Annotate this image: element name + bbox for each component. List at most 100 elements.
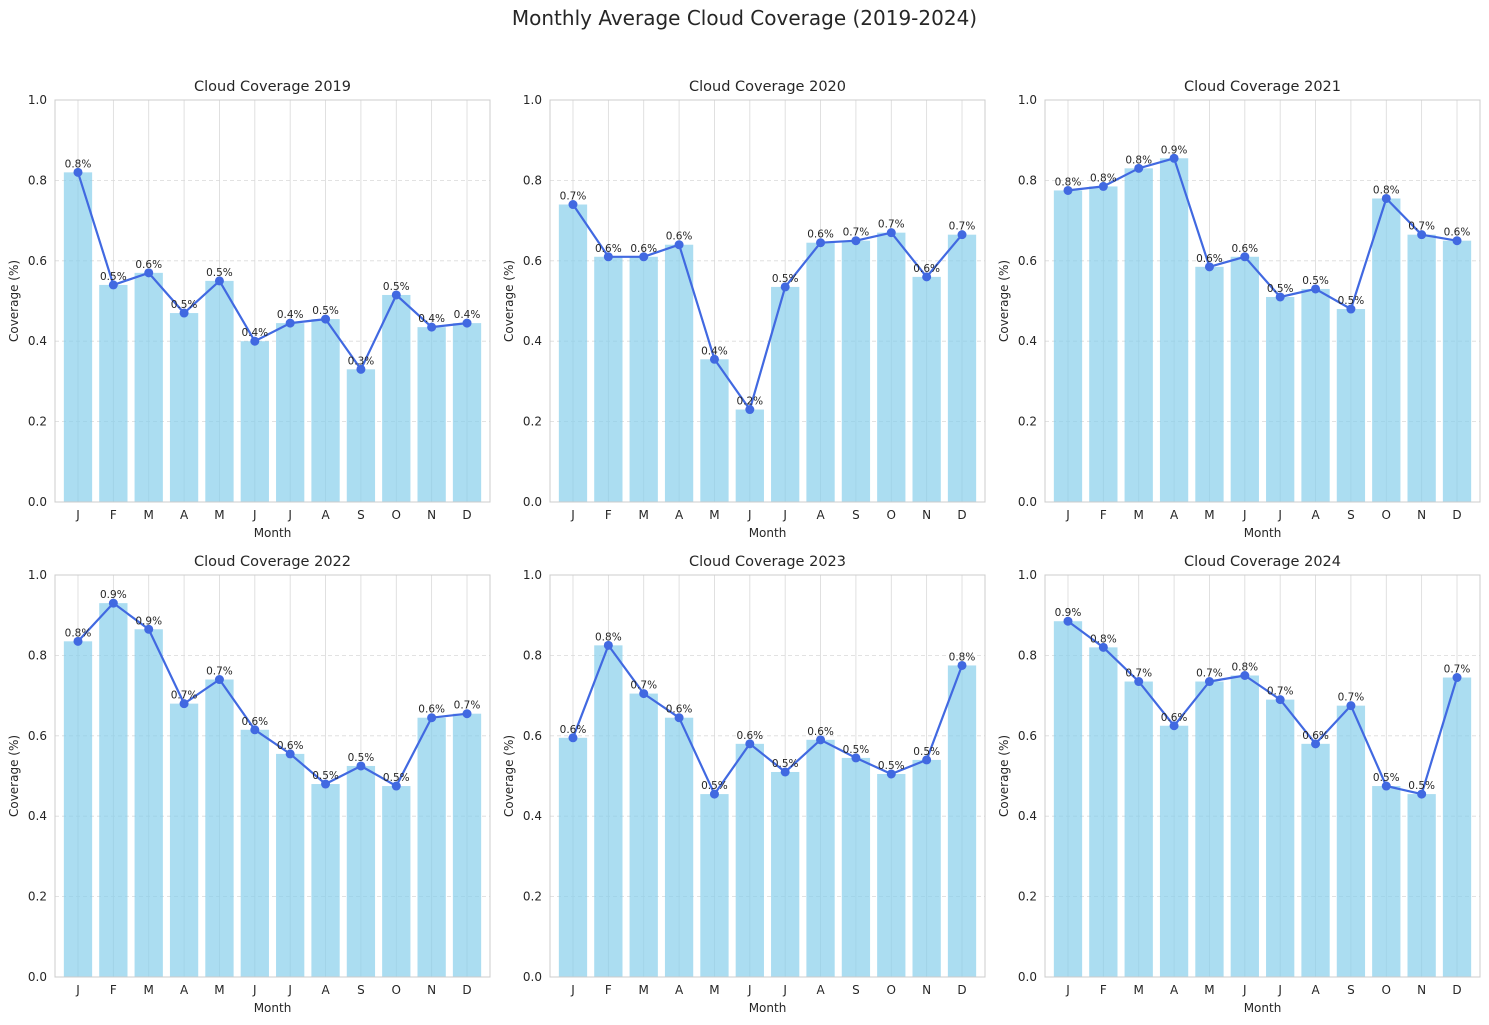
x-tick-label: S: [852, 983, 860, 997]
bar: [134, 272, 163, 502]
data-point: [851, 236, 861, 246]
y-tick-label: 0.6: [28, 729, 47, 743]
y-tick-label: 0.4: [28, 809, 47, 823]
bar: [1301, 743, 1330, 977]
bar: [806, 739, 835, 977]
y-tick-label: 0.0: [1018, 970, 1037, 984]
x-tick-label: M: [1134, 983, 1144, 997]
bar: [877, 773, 906, 977]
data-point: [1098, 181, 1108, 191]
data-point: [851, 753, 861, 763]
y-tick-label: 0.8: [523, 173, 542, 187]
x-tick-label: N: [922, 983, 931, 997]
y-tick-label: 0.6: [1018, 729, 1037, 743]
y-axis-label: Coverage (%): [502, 735, 516, 817]
bar: [1159, 158, 1189, 503]
subplot-title: Cloud Coverage 2023: [689, 554, 846, 570]
series-line: [77, 601, 468, 788]
data-label: 0.6%: [1444, 227, 1471, 239]
x-tick-label: J: [252, 508, 257, 522]
data-point: [886, 769, 896, 779]
x-tick-label: J: [747, 508, 752, 522]
data-point: [1346, 304, 1356, 314]
data-point: [1063, 185, 1073, 195]
data-label: 0.6%: [560, 724, 587, 736]
data-label: 0.6%: [913, 263, 940, 275]
data-label: 0.5%: [878, 760, 905, 772]
data-point: [886, 228, 896, 238]
bar: [1195, 266, 1224, 502]
data-label: 0.4%: [701, 345, 728, 357]
subplot-0: 0.8% 0.5% 0.6% 0.5% 0.5% 0.4% 0.4% 0.5% 0.3% 0.5%…: [7, 79, 491, 540]
bar: [240, 341, 269, 502]
x-tick-label: J: [570, 508, 575, 522]
bar: [1159, 725, 1189, 977]
x-tick-label: F: [1100, 508, 1107, 522]
x-tick-label: F: [110, 983, 117, 997]
series-line: [572, 203, 963, 411]
x-tick-label: O: [392, 983, 401, 997]
data-label: 0.6%: [630, 243, 657, 255]
x-tick-label: J: [1065, 508, 1070, 522]
data-point: [1417, 789, 1427, 799]
x-tick-label: S: [357, 508, 365, 522]
x-tick-label: F: [605, 508, 612, 522]
x-tick-label: D: [957, 508, 966, 522]
bar: [452, 323, 482, 502]
bar: [629, 256, 658, 502]
data-point: [816, 238, 826, 248]
bar: [1372, 198, 1401, 503]
data-point: [1346, 701, 1356, 711]
data-label: 0.5%: [913, 746, 940, 758]
data-label: 0.6%: [241, 716, 268, 728]
y-tick-label: 0.8: [28, 173, 47, 187]
data-point: [1240, 252, 1250, 262]
bar: [1336, 309, 1366, 502]
subplot-title: Cloud Coverage 2024: [1184, 554, 1341, 570]
y-tick-label: 1.0: [523, 568, 542, 582]
x-tick-label: S: [1347, 508, 1355, 522]
data-label: 0.7%: [878, 219, 905, 231]
x-tick-label: A: [675, 508, 684, 522]
x-tick-label: F: [605, 983, 612, 997]
data-label: 0.7%: [949, 221, 976, 233]
subplot-title: Cloud Coverage 2022: [194, 554, 351, 570]
y-tick-label: 1.0: [1018, 568, 1037, 582]
data-point: [674, 240, 684, 250]
bar: [1372, 786, 1401, 977]
data-point: [1417, 230, 1427, 240]
series-line: [1067, 157, 1458, 311]
data-label: 0.7%: [560, 191, 587, 203]
data-label: 0.7%: [630, 680, 657, 692]
data-point: [1240, 671, 1250, 680]
data-point: [1311, 739, 1321, 749]
data-label: 0.7%: [1408, 221, 1435, 233]
bar: [276, 323, 305, 502]
data-label: 0.9%: [1055, 607, 1082, 619]
data-label: 0.2%: [736, 396, 763, 408]
x-tick-label: J: [252, 983, 257, 997]
x-axis-label: Month: [1244, 1001, 1282, 1015]
bar: [1442, 240, 1472, 502]
bar: [629, 693, 658, 977]
subplot-title: Cloud Coverage 2019: [194, 79, 351, 95]
bar: [1089, 186, 1118, 502]
x-tick-label: O: [1382, 508, 1391, 522]
x-tick-label: A: [816, 983, 825, 997]
x-tick-label: N: [427, 983, 436, 997]
x-tick-label: J: [1065, 983, 1070, 997]
bar: [735, 743, 764, 977]
bar: [664, 717, 694, 977]
data-label: 0.5%: [206, 267, 233, 279]
x-tick-label: F: [110, 508, 117, 522]
data-label: 0.7%: [843, 227, 870, 239]
x-tick-label: M: [709, 508, 719, 522]
x-axis-label: Month: [254, 1001, 292, 1015]
subplot-title: Cloud Coverage 2021: [1184, 79, 1341, 95]
bar: [700, 359, 729, 502]
data-point: [568, 733, 578, 743]
x-tick-label: O: [887, 983, 896, 997]
bar: [558, 204, 588, 502]
x-tick-label: M: [1204, 508, 1214, 522]
bar: [947, 234, 977, 503]
